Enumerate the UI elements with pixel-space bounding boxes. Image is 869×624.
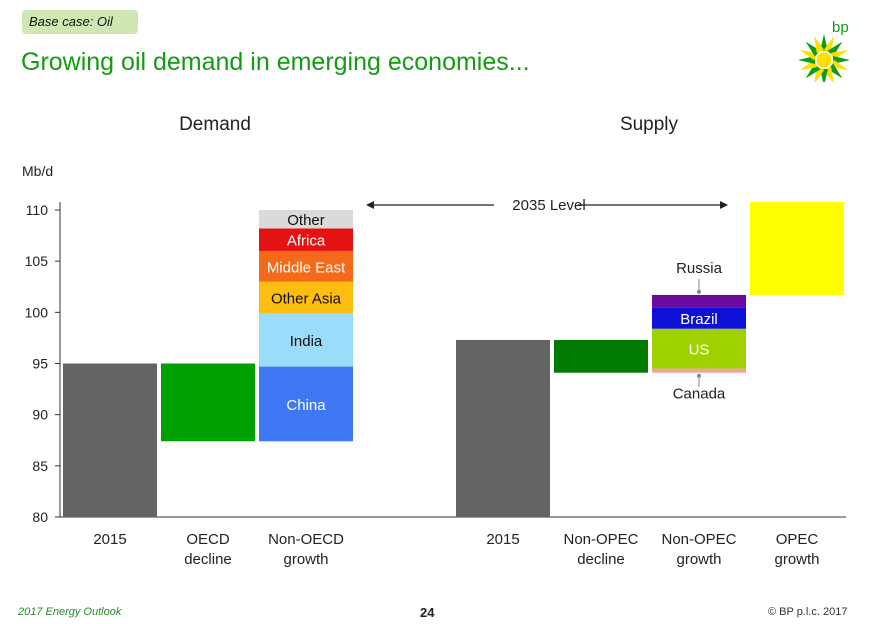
segment-other [259, 210, 353, 229]
segment-middle-east [259, 250, 353, 282]
logo-petal [805, 63, 821, 79]
category-label-oecd: OECD [186, 531, 230, 548]
segment-label-other-asia: Other Asia [271, 290, 342, 307]
labels-layer: 2015 OECD decline China India Other Asia Middl… [93, 212, 819, 568]
logo-petal [820, 34, 828, 51]
logo-petal [814, 35, 825, 54]
page-number: 24 [420, 605, 435, 620]
segment-label-us: US [689, 342, 710, 359]
callout-dot-russia [697, 289, 701, 294]
segment-other-asia [259, 281, 353, 314]
segment-label-india: India [290, 333, 323, 350]
callout-dot-canada [697, 373, 701, 378]
scenario-tag: Base case: Oil [22, 10, 138, 34]
category-label-nonopec_growth: growth [676, 551, 721, 568]
footer-publication: 2017 Energy Outlook [18, 606, 122, 618]
logo-petal [798, 56, 815, 64]
category-label-opec: growth [774, 551, 819, 568]
logo-petal [827, 63, 843, 79]
demand-panel-title: Demand [179, 114, 251, 135]
segment-china [259, 366, 353, 442]
logo-petal [805, 41, 821, 57]
segment-label-russia: Russia [676, 260, 723, 277]
segment-africa [259, 228, 353, 251]
bar-d2015 [63, 363, 157, 517]
logo-petal [833, 56, 850, 64]
segment-india [259, 313, 353, 367]
y-tick-label: 90 [32, 407, 48, 423]
category-label-s2015: 2015 [486, 531, 519, 548]
segment-label-other: Other [287, 212, 325, 229]
supply-demand-chart: Mb/d Demand Supply 80 85 90 95 100 105 110 201… [22, 114, 846, 568]
category-label-oecd: decline [184, 551, 232, 568]
y-tick-label: 95 [32, 356, 48, 372]
category-label-nonopec_decline: decline [577, 551, 625, 568]
category-label-nonoecd: growth [283, 551, 328, 568]
y-axis-label: Mb/d [22, 163, 53, 179]
segment-label-china: China [286, 397, 326, 414]
supply-panel-title: Supply [620, 114, 679, 135]
annotation-text: 2035 Level [512, 197, 585, 214]
category-label-d2015: 2015 [93, 531, 126, 548]
segment-us [652, 328, 746, 369]
page-title: Growing oil demand in emerging economies… [21, 48, 530, 76]
annotation-2035-level: 2035 Level [366, 197, 728, 214]
logo-petal [827, 41, 843, 57]
category-label-nonoecd: Non-OECD [268, 531, 344, 548]
segment-label-africa: Africa [287, 233, 326, 250]
bp-logo-text: bp [832, 20, 849, 36]
y-tick-label: 105 [25, 253, 49, 269]
y-axis: 80 85 90 95 100 105 110 [25, 202, 846, 525]
bars-layer [63, 201, 844, 517]
y-tick-label: 100 [25, 304, 49, 320]
segment-brazil [652, 307, 746, 329]
bar-oecd [161, 363, 255, 442]
segment-label-canada: Canada [673, 386, 726, 403]
footer-copyright: © BP p.l.c. 2017 [768, 606, 848, 618]
bar-opec [750, 201, 844, 295]
y-tick-label: 110 [26, 202, 49, 218]
y-tick-label: 80 [32, 509, 48, 525]
segment-russia [652, 294, 746, 308]
segment-label-middle-east: Middle East [267, 259, 346, 276]
category-label-nonopec_growth: Non-OPEC [661, 531, 736, 548]
bar-nonopec_decline [554, 339, 648, 373]
category-label-opec: OPEC [776, 531, 819, 548]
segment-label-brazil: Brazil [680, 311, 718, 328]
category-label-nonopec_decline: Non-OPEC [563, 531, 638, 548]
y-tick-label: 85 [32, 458, 48, 474]
segment-canada [652, 368, 746, 373]
bp-logo-icon: bp [798, 20, 850, 82]
bar-s2015 [456, 339, 550, 517]
